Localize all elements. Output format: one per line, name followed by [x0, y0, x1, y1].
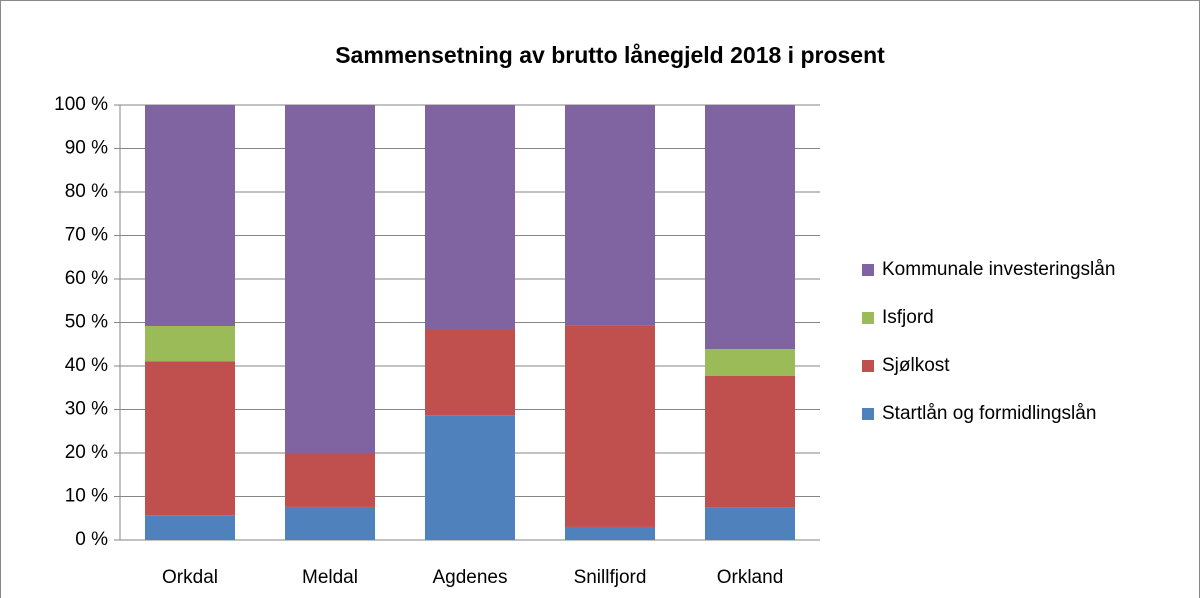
bar-segment	[145, 325, 235, 362]
y-tick-label: 30 %	[65, 399, 108, 420]
legend-label: Sjølkost	[882, 355, 950, 376]
legend-swatch	[862, 408, 874, 420]
bar-segment	[705, 507, 795, 540]
y-tick-label: 20 %	[65, 442, 108, 463]
bar-segment	[705, 376, 795, 508]
bar-segment	[425, 105, 515, 330]
x-tick-label: Orkdal	[162, 567, 218, 588]
y-tick-label: 90 %	[65, 138, 108, 159]
bar-segment	[145, 105, 235, 326]
y-tick-label: 100 %	[54, 94, 108, 115]
bar-segment	[285, 453, 375, 507]
legend-swatch	[862, 264, 874, 276]
y-tick-label: 60 %	[65, 268, 108, 289]
bar-segment	[285, 105, 375, 453]
x-tick-label: Agdenes	[432, 567, 507, 588]
bar-segment	[425, 415, 515, 540]
y-tick-label: 0 %	[75, 529, 108, 550]
bar-segment	[565, 325, 655, 527]
y-tick-label: 40 %	[65, 355, 108, 376]
bar-segment	[705, 105, 795, 350]
y-tick-label: 80 %	[65, 181, 108, 202]
legend-label: Isfjord	[882, 307, 934, 328]
bar-segment	[705, 349, 795, 377]
legend-label: Startlån og formidlingslån	[882, 403, 1096, 424]
y-tick-label: 70 %	[65, 225, 108, 246]
y-tick-label: 10 %	[65, 486, 108, 507]
bar-segment	[425, 329, 515, 416]
legend-swatch	[862, 360, 874, 372]
legend-swatch	[862, 312, 874, 324]
x-tick-label: Meldal	[302, 567, 358, 588]
legend-label: Kommunale investeringslån	[882, 259, 1115, 280]
x-tick-label: Orkland	[717, 567, 784, 588]
bar-segment	[285, 506, 375, 540]
bar-segment	[145, 361, 235, 516]
chart-title: Sammensetning av brutto lånegjeld 2018 i…	[335, 42, 885, 68]
x-tick-label: Snillfjord	[574, 567, 647, 588]
bar-segment	[565, 105, 655, 326]
y-tick-label: 50 %	[65, 312, 108, 333]
bar-segment	[145, 515, 235, 540]
bar-segment	[565, 526, 655, 540]
